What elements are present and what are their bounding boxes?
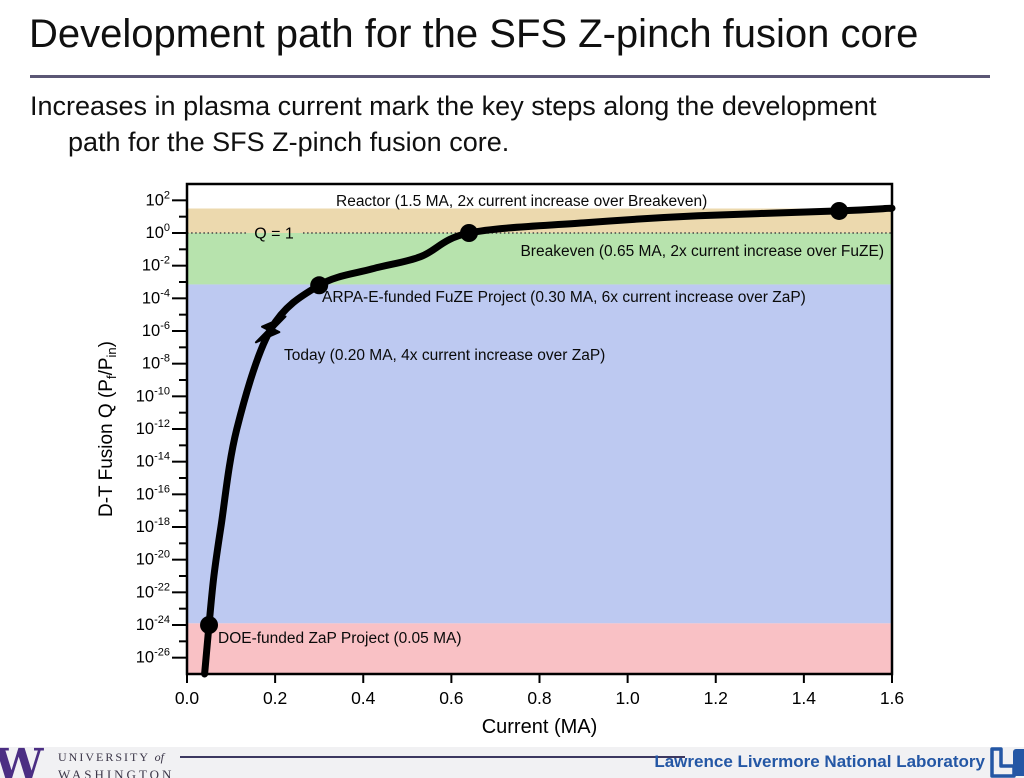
x-tick-label: 0.0	[175, 688, 200, 708]
y-axis-ticks: 102 100 10-2 10-4 10-6 10-8 10-10 10-12 10-14 10-…	[136, 189, 187, 667]
x-tick-label: 1.2	[704, 688, 728, 708]
x-tick-label: 0.6	[439, 688, 463, 708]
subtitle-line-1: Increases in plasma current mark the key…	[30, 91, 877, 121]
y-tick-label: 10-16	[136, 483, 170, 503]
milestone-label-fuze: ARPA-E-funded FuZE Project (0.30 MA, 6x …	[322, 289, 806, 306]
footer-background	[0, 747, 1024, 778]
x-tick-label: 0.4	[351, 688, 376, 708]
uw-w-logo: W	[0, 740, 44, 778]
milestone-label-reactor: Reactor (1.5 MA, 2x current increase ove…	[336, 193, 707, 210]
y-tick-label: 10-26	[136, 647, 170, 667]
slide-title: Development path for the SFS Z-pinch fus…	[29, 12, 919, 56]
y-tick-label: 100	[146, 222, 170, 242]
milestone-bolt-today	[254, 315, 287, 344]
band-breakeven	[187, 233, 892, 285]
slide-subtitle: Increases in plasma current mark the key…	[30, 88, 995, 160]
x-tick-label: 0.2	[263, 688, 287, 708]
milestone-dot-fuze	[310, 276, 329, 295]
fusion-q-curve	[201, 204, 896, 678]
footer-divider	[180, 756, 685, 758]
x-tick-label: 1.4	[792, 688, 817, 708]
x-axis-ticks: 0.0 0.2 0.4 0.6 0.8 1.0 1.2 1.4 1.6	[175, 674, 904, 708]
y-axis-label: D-T Fusion Q (Pf/Pin)	[96, 341, 119, 517]
y-tick-label: 10-24	[136, 614, 170, 634]
llnl-wordmark: Lawrence Livermore National Laboratory	[654, 752, 985, 771]
x-tick-label: 1.6	[880, 688, 904, 708]
y-tick-label: 10-2	[142, 255, 170, 275]
y-tick-label: 10-20	[136, 549, 170, 569]
milestone-dot-breakeven	[460, 224, 478, 242]
x-axis-label: Current (MA)	[482, 716, 598, 738]
uw-wordmark: UNIVERSITY of WASHINGTON	[58, 750, 175, 778]
llnl-logo	[990, 747, 1024, 778]
y-tick-label: 10-4	[142, 287, 170, 307]
y-tick-label: 10-14	[136, 451, 170, 471]
y-tick-label: 10-8	[142, 353, 170, 373]
q1-label: Q = 1	[254, 226, 294, 243]
plot-frame	[185, 182, 894, 676]
y-tick-label: 10-18	[136, 516, 170, 536]
subtitle-line-2: path for the SFS Z-pinch fusion core.	[68, 127, 510, 157]
title-separator	[30, 75, 990, 78]
x-tick-label: 0.8	[527, 688, 551, 708]
x-tick-label: 1.0	[615, 688, 640, 708]
y-tick-label: 10-22	[136, 581, 170, 601]
y-tick-label: 10-6	[142, 320, 170, 340]
milestones: DOE-funded ZaP Project (0.05 MA) Today (0…	[200, 193, 884, 647]
milestone-dot-reactor	[830, 201, 849, 220]
y-tick-label: 10-12	[136, 418, 170, 438]
q-equals-1-line: Q = 1	[187, 226, 892, 243]
milestone-dot-zap	[200, 616, 219, 634]
band-zap	[187, 623, 892, 674]
band-development	[187, 284, 892, 624]
chart-bands	[187, 208, 892, 674]
y-tick-label: 102	[146, 189, 170, 209]
milestone-label-today: Today (0.20 MA, 4x current increase over…	[284, 347, 605, 364]
milestone-label-breakeven: Breakeven (0.65 MA, 2x current increase …	[520, 243, 884, 260]
milestone-label-zap: DOE-funded ZaP Project (0.05 MA)	[218, 630, 462, 647]
y-tick-label: 10-10	[136, 385, 170, 405]
